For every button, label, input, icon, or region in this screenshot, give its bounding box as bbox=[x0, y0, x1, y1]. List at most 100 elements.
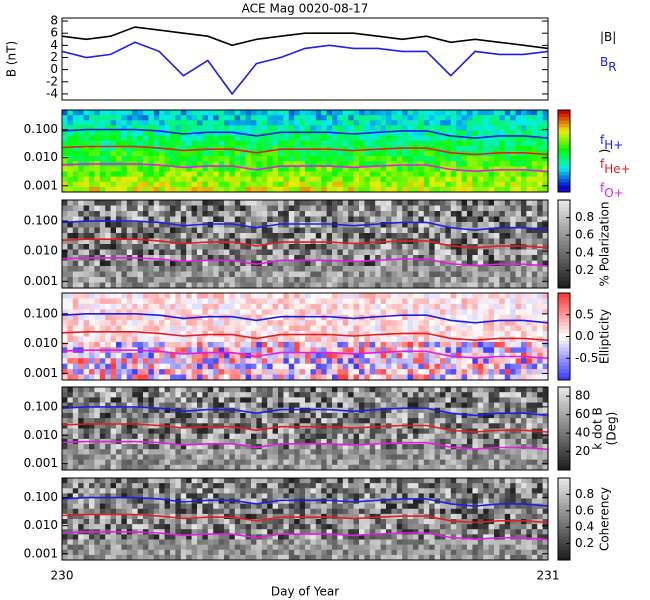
spectrogram-cell bbox=[121, 125, 128, 131]
spectrogram-cell bbox=[353, 186, 360, 193]
spectrogram-cell bbox=[515, 314, 522, 321]
spectrogram-cell bbox=[116, 186, 122, 193]
spectrogram-cell bbox=[440, 260, 446, 267]
spectrogram-cell bbox=[143, 238, 149, 245]
spectrogram-cell bbox=[99, 135, 106, 142]
spectrogram-cell bbox=[342, 161, 349, 167]
spectrogram-cell bbox=[494, 216, 500, 223]
spectrogram-cell bbox=[364, 303, 371, 310]
spectrogram-cell bbox=[386, 374, 392, 381]
spectrogram-cell bbox=[364, 200, 371, 206]
spectrogram-cell bbox=[499, 156, 506, 162]
spectrogram-cell bbox=[99, 293, 106, 299]
spectrogram-cell bbox=[240, 387, 246, 393]
spectrogram-cell bbox=[94, 222, 101, 228]
spectrogram-cell bbox=[413, 277, 419, 283]
spectrogram-cell bbox=[515, 374, 522, 381]
spectrogram-cell bbox=[353, 216, 360, 223]
spectrogram-cell bbox=[121, 186, 128, 193]
spectrogram-cell bbox=[72, 244, 79, 250]
spectrogram-cell bbox=[245, 110, 252, 116]
spectrogram-cell bbox=[402, 249, 408, 256]
spectrogram-cell bbox=[164, 309, 171, 316]
spectrogram-cell bbox=[299, 249, 306, 256]
spectrogram-cell bbox=[418, 227, 425, 234]
spectrogram-cell bbox=[153, 314, 160, 321]
spectrogram-cell bbox=[137, 233, 144, 239]
spectrogram-cell bbox=[488, 227, 495, 234]
spectrogram-cell bbox=[402, 325, 408, 332]
spectrogram-cell bbox=[467, 181, 473, 188]
spectrogram-cell bbox=[434, 347, 441, 354]
spectrogram-cell bbox=[159, 402, 165, 409]
spectrogram-cell bbox=[396, 216, 403, 223]
spectrogram-cell bbox=[434, 211, 441, 217]
spectrogram-cell bbox=[180, 186, 187, 193]
spectrogram-cell bbox=[256, 303, 263, 310]
spectrogram-cell bbox=[526, 347, 533, 354]
spectrogram-cell bbox=[310, 347, 317, 354]
spectrogram-cell bbox=[526, 352, 533, 359]
spectrogram-cell bbox=[504, 341, 511, 348]
spectrogram-cell bbox=[461, 260, 468, 267]
spectrogram-cell bbox=[434, 298, 441, 305]
spectrogram-cell bbox=[402, 166, 408, 172]
spectrogram-cell bbox=[418, 161, 425, 167]
spectrogram-cell bbox=[353, 156, 360, 162]
spectrogram-cell bbox=[191, 135, 198, 142]
spectrogram-cell bbox=[62, 151, 68, 157]
spectrogram-cell bbox=[445, 115, 452, 121]
spectrogram-cell bbox=[62, 260, 68, 267]
spectrogram-cell bbox=[467, 341, 473, 348]
spectrogram-cell bbox=[526, 176, 533, 183]
spectrogram-cell bbox=[488, 233, 495, 239]
spectrogram-cell bbox=[429, 271, 435, 278]
spectrogram-cell bbox=[207, 397, 214, 403]
spectrogram-cell bbox=[105, 369, 111, 375]
spectrogram-cell bbox=[467, 186, 473, 193]
spectrogram-cell bbox=[461, 130, 468, 137]
spectrogram-cell bbox=[348, 115, 354, 121]
spectrogram-cell bbox=[294, 161, 300, 167]
spectrogram-cell bbox=[272, 347, 279, 354]
spectrogram-cell bbox=[159, 227, 165, 234]
spectrogram-cell bbox=[245, 156, 252, 162]
spectrogram-cell bbox=[126, 325, 133, 332]
spectrogram-cell bbox=[364, 233, 371, 239]
spectrogram-cell bbox=[337, 277, 344, 283]
spectrogram-cell bbox=[461, 282, 468, 289]
spectrogram-cell bbox=[456, 171, 462, 178]
spectrogram-cell bbox=[148, 216, 155, 223]
spectrogram-cell bbox=[488, 130, 495, 137]
spectrogram-cell bbox=[94, 200, 101, 206]
spectrogram-cell bbox=[494, 363, 500, 370]
spectrogram-cell bbox=[542, 205, 549, 212]
spectrogram-cell bbox=[332, 341, 338, 348]
spectrogram-cell bbox=[396, 110, 403, 116]
spectrogram-cell bbox=[305, 125, 311, 131]
spectrogram-cell bbox=[126, 222, 133, 228]
spectrogram-cell bbox=[402, 227, 408, 234]
spectrogram-cell bbox=[531, 374, 538, 381]
spectrogram-cell bbox=[197, 336, 203, 343]
spectrogram-cell bbox=[110, 125, 117, 131]
spectrogram-cell bbox=[310, 407, 317, 414]
spectrogram-cell bbox=[240, 171, 246, 178]
spectrogram-cell bbox=[197, 325, 203, 332]
spectrogram-cell bbox=[483, 320, 489, 327]
spectrogram-cell bbox=[537, 266, 543, 272]
spectrogram-cell bbox=[483, 293, 489, 299]
spectrogram-cell bbox=[191, 227, 198, 234]
spectrogram-cell bbox=[143, 181, 149, 188]
spectrogram-cell bbox=[413, 120, 419, 126]
spectrogram-cell bbox=[213, 412, 219, 419]
spectrogram-cell bbox=[515, 171, 522, 178]
spectrogram-cell bbox=[337, 249, 344, 256]
spectrogram-cell bbox=[78, 205, 84, 212]
spectrogram-cell bbox=[364, 171, 371, 178]
spectrogram-cell bbox=[261, 347, 268, 354]
spectrogram-cell bbox=[542, 369, 549, 375]
spectrogram-cell bbox=[418, 130, 425, 137]
spectrogram-cell bbox=[342, 320, 349, 327]
spectrogram-cell bbox=[321, 176, 327, 183]
